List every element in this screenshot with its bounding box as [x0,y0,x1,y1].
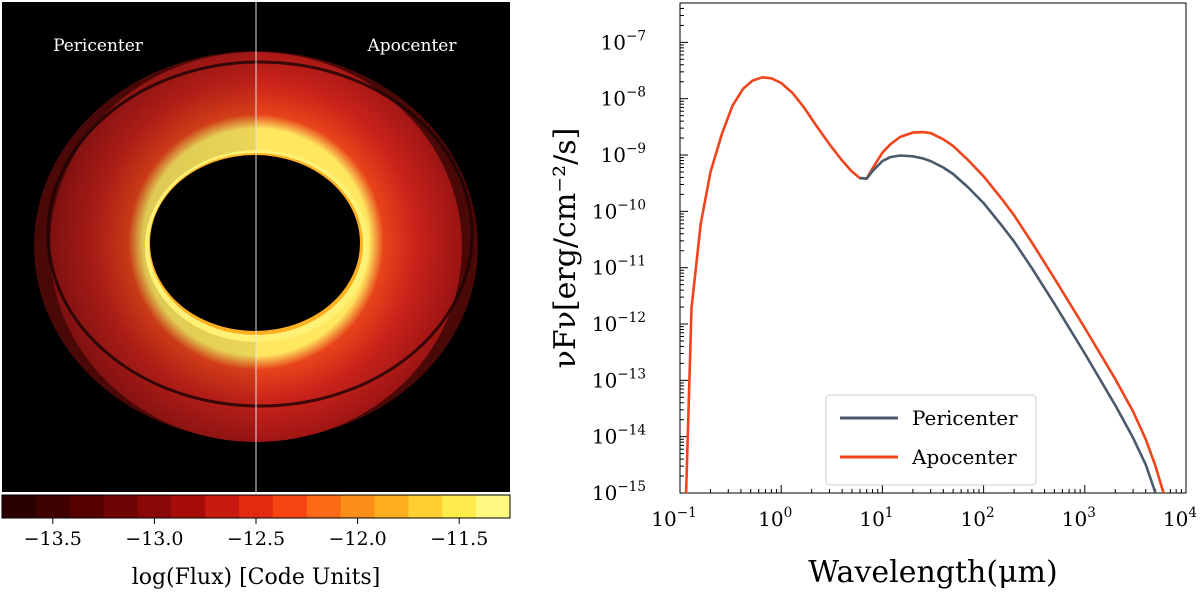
colorbar-tick-label: −13.0 [125,528,183,550]
y-axis-ticks: 10−15 10−14 10−13 10−12 10−11 10−10 10−9 10−8 10… [592,2,688,505]
colorbar-tick-label: −12.5 [227,528,285,550]
colorbar-segment [476,495,511,518]
x-tick-label: 100 [758,505,792,531]
colorbar-segment [103,495,138,518]
y-tick-label: 10−12 [592,310,646,336]
disk-inner-hole [150,155,360,331]
colorbar-tick-label: −13.5 [24,528,82,550]
series-line-apocenter [684,76,1165,493]
y-axis-label: νFν[erg/cm⁻²/s] [548,128,583,369]
y-tick-label: 10−11 [592,254,646,280]
colorbar-segment [374,495,409,518]
y-tick-label: 10−13 [592,366,646,392]
x-tick-label: 103 [1062,505,1096,531]
pericenter-label: Pericenter [53,36,144,56]
colorbar-tick-label: −12.0 [328,528,386,550]
apocenter-label: Apocenter [367,36,458,56]
x-tick-label: 104 [1163,505,1197,531]
colorbar-ticks: −13.5 −13.0 −12.5 −12.0 −11.5 [24,518,488,550]
colorbar-segment [239,495,274,518]
y-tick-label: 10−14 [592,423,646,449]
colorbar-segment [171,495,206,518]
disk-image-panel: Pericenter Apocenter [2,2,510,492]
x-tick-label: 102 [961,505,995,531]
x-axis-ticks: 10−1 100 101 102 103 104 [651,485,1197,531]
colorbar-segment [69,495,105,518]
colorbar-segment [137,495,172,518]
series-layer [684,76,1165,493]
colorbar [1,494,511,519]
legend: Pericenter Apocenter [825,394,1037,486]
colorbar-segment [442,495,477,518]
colorbar-label: log(Flux) [Code Units] [132,565,381,590]
colorbar-segment [306,495,342,518]
y-tick-label: 10−9 [601,141,647,167]
sed-plot-panel: 10−15 10−14 10−13 10−12 10−11 10−10 10−9 10−8 10… [548,2,1197,590]
legend-label-apocenter: Apocenter [911,445,1017,469]
colorbar-tick-label: −11.5 [430,528,488,550]
x-tick-label: 10−1 [651,505,697,531]
colorbar-segment [2,495,37,518]
x-tick-label: 101 [859,505,893,531]
x-axis-label: Wavelength(μm) [808,555,1057,590]
legend-label-pericenter: Pericenter [912,406,1018,430]
colorbar-segment [408,495,443,518]
colorbar-segment [340,495,376,518]
colorbar-segment [272,495,308,518]
y-tick-label: 10−8 [601,85,647,111]
colorbar-segment [35,495,71,518]
y-tick-label: 10−10 [592,197,646,223]
series-line-pericenter [859,154,1157,493]
y-tick-label: 10−7 [601,28,647,54]
y-tick-label: 10−15 [592,479,646,505]
colorbar-segment [205,495,240,518]
